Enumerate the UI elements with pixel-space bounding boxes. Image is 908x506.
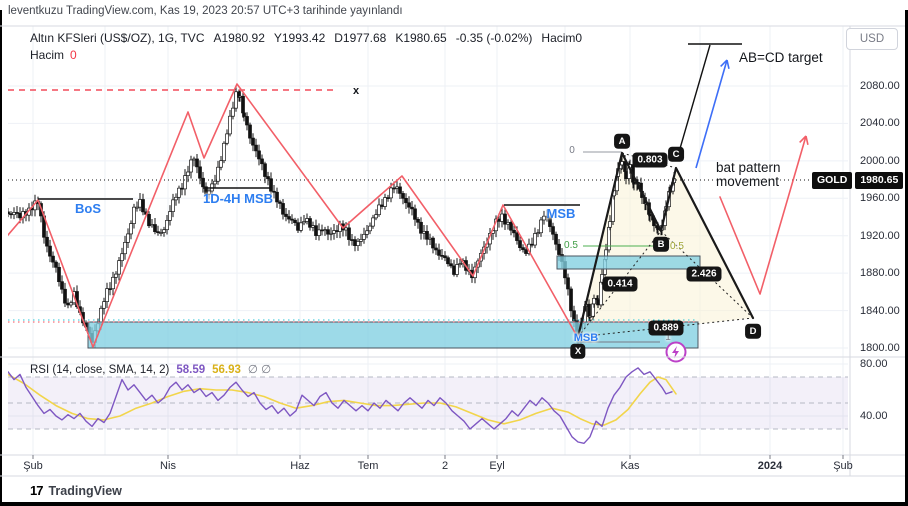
rsi-empty-values: ∅ ∅ bbox=[247, 364, 272, 376]
time-axis-label: Tem bbox=[357, 460, 379, 472]
time-axis-label: Şub bbox=[833, 460, 853, 472]
pattern-point-c-badge[interactable]: C bbox=[668, 146, 684, 162]
price-tick-label: 1960.00 bbox=[860, 192, 900, 205]
tradingview-logo[interactable]: 17 TradingView bbox=[30, 483, 122, 498]
frame-border-right bbox=[905, 10, 908, 506]
price-flag-symbol: GOLD bbox=[812, 172, 853, 189]
fib-ratio-0.889-badge[interactable]: 0.889 bbox=[648, 320, 684, 336]
msb-small-label[interactable]: MSB bbox=[573, 332, 599, 344]
price-tick-label: 1880.00 bbox=[860, 267, 900, 280]
tradingview-brand-text: TradingView bbox=[48, 483, 122, 498]
bat-pattern-label[interactable]: bat pattern movement bbox=[716, 160, 781, 189]
price-tick-label: 1800.00 bbox=[860, 342, 900, 354]
price-tick-label: 1920.00 bbox=[860, 229, 900, 242]
time-axis-label: Nis bbox=[160, 460, 176, 472]
published-line: leventkuzu TradingView.com, Kas 19, 2023… bbox=[8, 5, 403, 17]
frame-border-bottom bbox=[0, 502, 908, 506]
supply-demand-zone bbox=[87, 321, 699, 349]
price-tick-label: 2080.00 bbox=[860, 80, 900, 92]
price-tick-label: 2000.00 bbox=[860, 154, 900, 167]
price-flag[interactable]: GOLD 1980.65 bbox=[812, 172, 904, 189]
pattern-point-a-badge[interactable]: A bbox=[614, 133, 630, 149]
rsi-tick-label: 40.00 bbox=[860, 410, 888, 422]
pattern-point-b-badge[interactable]: B bbox=[653, 236, 669, 252]
time-axis-label: Eyl bbox=[489, 460, 505, 472]
msb-1d4h-label[interactable]: 1D-4H MSB bbox=[202, 191, 274, 206]
supply-demand-zone bbox=[556, 255, 701, 270]
fib-05-right-label[interactable]: 0.5 bbox=[670, 241, 684, 252]
symbol-legend[interactable]: Altın KFSleri (US$/OZ), 1G, TVC A1980.92 Y… bbox=[30, 31, 582, 45]
fib-ratio-0.803-badge[interactable]: 0.803 bbox=[632, 152, 668, 168]
bos-label[interactable]: BoS bbox=[75, 201, 101, 216]
time-axis-label: 2 bbox=[441, 460, 449, 472]
symbol-title[interactable]: Altın KFSleri (US$/OZ), 1G, TVC bbox=[30, 31, 205, 45]
price-tick-label: 1840.00 bbox=[860, 304, 900, 317]
low-value: D1977.68 bbox=[334, 31, 387, 45]
price-flag-value: 1980.65 bbox=[855, 172, 904, 189]
fib-ratio-2.426-badge[interactable]: 2.426 bbox=[686, 266, 722, 282]
pane-borders bbox=[0, 25, 905, 477]
open-value: A1980.92 bbox=[213, 31, 265, 45]
rsi-title: RSI (14, close, SMA, 14, 2) bbox=[30, 364, 170, 376]
fib-ratio-0.414-badge[interactable]: 0.414 bbox=[602, 276, 638, 292]
volume-inline: Hacim0 bbox=[541, 31, 583, 45]
currency-button[interactable]: USD bbox=[846, 28, 898, 50]
candles-layer bbox=[8, 86, 676, 348]
volume-legend[interactable]: Hacim 0 bbox=[30, 48, 77, 62]
frame-border-left bbox=[0, 10, 2, 506]
msb-label[interactable]: MSB bbox=[546, 206, 576, 221]
rsi-legend[interactable]: RSI (14, close, SMA, 14, 2) 58.59 56.93 ∅ ∅ bbox=[30, 362, 271, 376]
time-axis-label: Kas bbox=[620, 460, 640, 472]
close-value: K1980.65 bbox=[395, 31, 447, 45]
fib-0-label[interactable]: 0 bbox=[569, 145, 575, 156]
time-axis-label: Şub bbox=[23, 460, 43, 472]
pattern-point-d-badge[interactable]: D bbox=[745, 323, 761, 339]
x-marker[interactable]: x bbox=[352, 85, 360, 97]
volume-value: 0 bbox=[70, 48, 77, 62]
rsi-value: 58.59 bbox=[176, 364, 206, 376]
lightning-icon[interactable] bbox=[665, 341, 687, 363]
rsi-pane bbox=[8, 367, 848, 444]
rsi-sma-value: 56.93 bbox=[212, 364, 241, 376]
volume-label: Hacim bbox=[30, 48, 65, 62]
price-tick-label: 2040.00 bbox=[860, 117, 900, 130]
time-axis[interactable]: Şub Nis Haz Tem 2 Eyl Kas 2024 Şub bbox=[0, 455, 853, 476]
rsi-tick-label: 80.00 bbox=[860, 358, 888, 370]
fib-1-label[interactable]: 1 bbox=[665, 332, 671, 343]
pattern-point-x-badge[interactable]: X bbox=[570, 343, 586, 359]
price-axis[interactable]: 2080.00 2040.00 2000.00 1960.00 1920.00 1880.… bbox=[852, 26, 906, 456]
change-value: -0.35 (-0.02%) bbox=[455, 31, 533, 45]
time-axis-label: 2024 bbox=[757, 460, 783, 472]
fib-05-left-label[interactable]: 0.5 bbox=[564, 240, 578, 251]
high-value: Y1993.42 bbox=[273, 31, 326, 45]
abcd-target-label[interactable]: AB=CD target bbox=[739, 50, 823, 65]
time-axis-label: Haz bbox=[290, 460, 310, 472]
price-pane bbox=[8, 43, 810, 349]
tradingview-mark-icon: 17 bbox=[30, 483, 44, 498]
